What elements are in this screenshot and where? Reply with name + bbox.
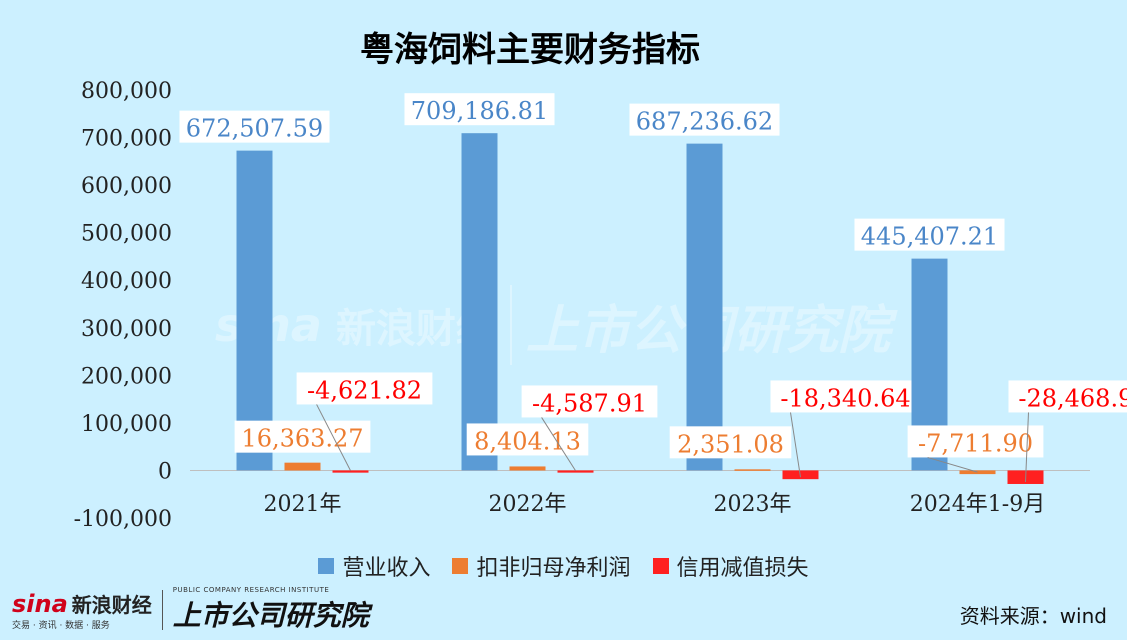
data-label: 445,407.21	[861, 223, 998, 251]
y-tick-label: 600,000	[81, 174, 172, 199]
data-label-leader	[1025, 412, 1029, 483]
data-source: 资料来源：wind	[959, 604, 1107, 628]
sina-name: 新浪财经	[71, 593, 152, 617]
data-label-box	[521, 385, 658, 418]
bar-net-profit	[734, 469, 771, 471]
data-label-box	[854, 218, 1005, 251]
y-tick-label: 400,000	[81, 269, 172, 294]
data-label-leader	[927, 456, 978, 473]
data-label-box	[466, 423, 589, 456]
x-tick-label: 2024年1-9月	[910, 492, 1045, 517]
data-label-box	[404, 93, 555, 126]
x-tick-label: 2023年	[714, 492, 792, 517]
y-tick-label: 300,000	[81, 317, 172, 342]
bar-net-profit	[959, 470, 996, 475]
bar-revenue	[461, 133, 498, 471]
legend-swatch-credit-loss	[652, 558, 669, 574]
bar-revenue	[236, 150, 273, 471]
legend-item-net-profit: 扣非归母净利润	[452, 550, 631, 582]
data-label-leader	[790, 412, 801, 478]
y-tick-label: 0	[158, 459, 172, 484]
data-label-box	[296, 372, 433, 405]
footer-brand: sina 新浪财经 交易 · 资讯 · 数据 · 服务 PUBLIC COMPA…	[12, 586, 369, 634]
legend-item-credit-loss: 信用减值损失	[652, 550, 809, 582]
data-label: 687,236.62	[636, 108, 773, 136]
bar-net-profit	[509, 466, 546, 471]
x-tick-label: 2022年	[489, 492, 567, 517]
legend-label-revenue: 营业收入	[342, 556, 431, 581]
y-tick-label: 700,000	[81, 127, 172, 152]
data-label-box	[234, 420, 371, 453]
footer-divider	[161, 590, 163, 630]
data-label-box	[907, 425, 1044, 458]
legend-swatch-net-profit	[452, 558, 469, 574]
bar-net-profit	[284, 462, 321, 471]
institute-brand: PUBLIC COMPANY RESEARCH INSTITUTE 上市公司研究…	[173, 586, 369, 634]
data-label-leader	[541, 417, 576, 471]
legend-label-credit-loss: 信用减值损失	[676, 556, 809, 581]
chart-title: 粤海饲料主要财务指标	[360, 30, 700, 70]
data-label: -4,587.91	[532, 389, 647, 417]
institute-tagline: PUBLIC COMPANY RESEARCH INSTITUTE	[172, 586, 330, 594]
data-label: 8,404.13	[474, 427, 581, 455]
data-label-box	[770, 380, 921, 413]
data-label-box	[669, 426, 792, 459]
bar-revenue	[686, 143, 723, 471]
y-tick-label: -100,000	[74, 507, 172, 532]
chart-legend: 营业收入 扣非归母净利润 信用减值损失	[0, 550, 1127, 582]
legend-swatch-revenue	[318, 558, 335, 574]
y-tick-label: 500,000	[81, 222, 172, 247]
data-label: -4,621.82	[307, 376, 422, 404]
sina-tagline: 交易 · 资讯 · 数据 · 服务	[12, 621, 110, 631]
y-tick-label: 100,000	[81, 412, 172, 437]
data-label: 2,351.08	[677, 430, 784, 458]
data-label: -28,468.99	[1018, 384, 1127, 412]
bar-credit-loss	[332, 470, 369, 473]
data-label: 672,507.59	[186, 115, 323, 143]
y-tick-label: 200,000	[81, 364, 172, 389]
data-label: -7,711.90	[918, 429, 1033, 457]
data-label-box	[629, 103, 780, 136]
sina-brand: sina 新浪财经 交易 · 资讯 · 数据 · 服务	[12, 589, 152, 631]
bar-credit-loss	[557, 470, 594, 473]
data-label-box	[179, 110, 330, 143]
y-tick-label: 800,000	[81, 79, 172, 104]
data-label: 709,186.81	[411, 97, 548, 125]
institute-name: 上市公司研究院	[172, 599, 369, 632]
data-label: 16,363.27	[241, 425, 363, 453]
data-label-box	[1008, 380, 1127, 413]
data-label-leader	[316, 404, 351, 471]
x-tick-label: 2021年	[264, 492, 342, 517]
data-label: -18,340.64	[780, 384, 910, 412]
legend-label-net-profit: 扣非归母净利润	[476, 556, 631, 581]
legend-item-revenue: 营业收入	[318, 550, 430, 582]
sina-logo: sina	[12, 590, 68, 618]
